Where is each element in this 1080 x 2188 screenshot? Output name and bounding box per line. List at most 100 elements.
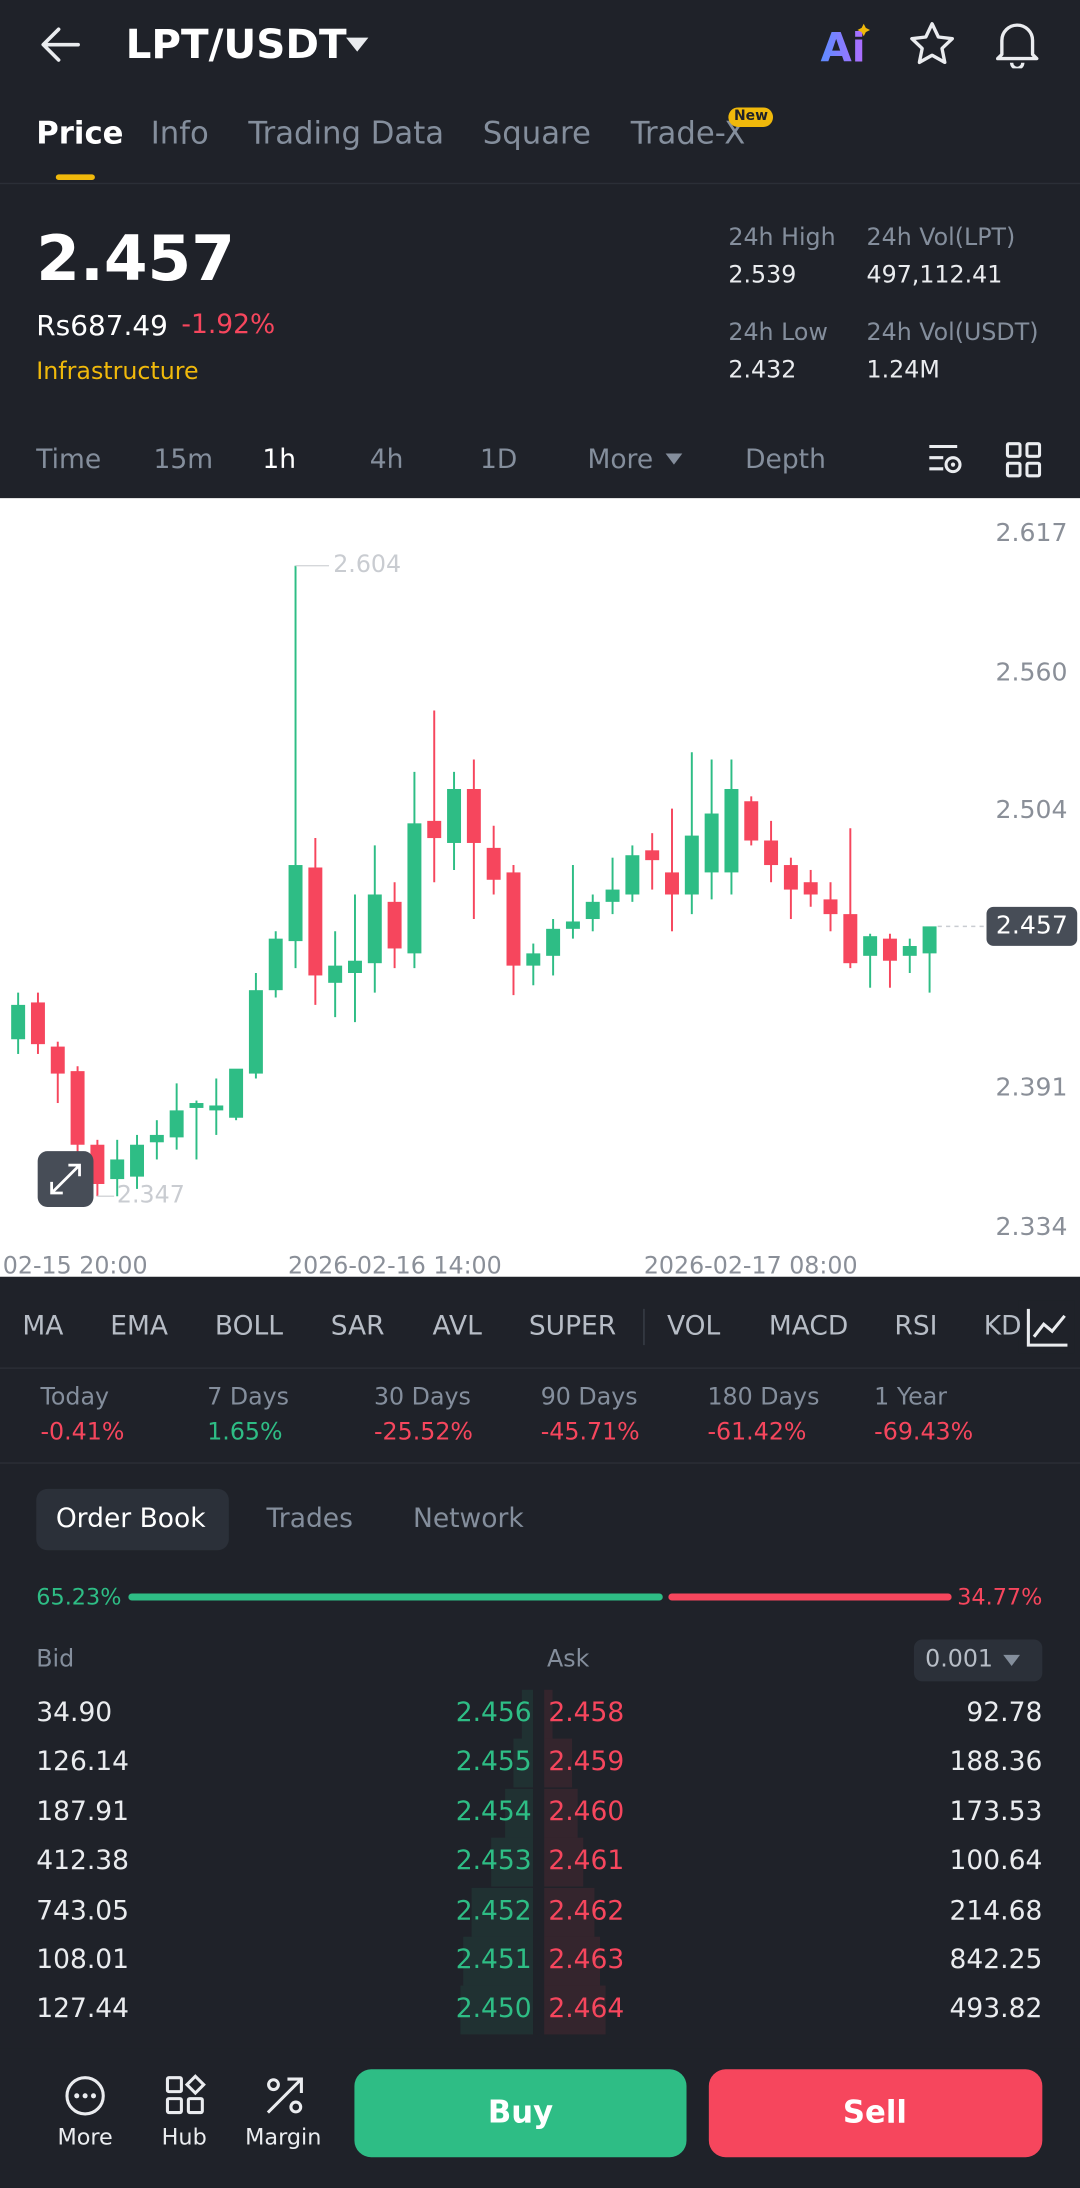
active-tab-pill <box>36 1488 229 1551</box>
candle-body <box>130 1144 145 1177</box>
interval[interactable]: More <box>587 444 654 476</box>
stat-value: 2.539 <box>728 261 797 290</box>
indicator[interactable]: SAR <box>330 1310 385 1342</box>
candle-body <box>863 936 878 956</box>
book-tab[interactable]: Order Book <box>55 1503 206 1535</box>
indicator-settings[interactable] <box>1018 1300 1075 1354</box>
precision-value[interactable]: 0.001 <box>925 1645 994 1674</box>
indicator[interactable]: BOLL <box>214 1310 284 1342</box>
period: 90 Days <box>540 1383 638 1412</box>
candle-body <box>744 801 759 841</box>
divider <box>0 1367 1080 1369</box>
period: 30 Days <box>373 1383 471 1412</box>
indicator[interactable]: RSI <box>894 1310 938 1342</box>
low-label: 2.347 <box>117 1181 185 1209</box>
interval[interactable]: 1D <box>480 444 518 476</box>
ai-icon[interactable]: Ai <box>818 20 874 67</box>
y-tick-label: 2.391 <box>996 1072 1068 1101</box>
candle-body <box>605 889 620 902</box>
bottom-label[interactable]: Margin <box>245 2123 322 2151</box>
fiat-price: Rs687.49 <box>36 308 168 342</box>
candle-body <box>387 901 402 949</box>
candle-body <box>704 813 719 873</box>
indicator[interactable]: MACD <box>768 1310 849 1342</box>
ask-qty: 173.53 <box>949 1796 1043 1827</box>
layout-toggle[interactable] <box>1005 441 1044 480</box>
candle-body <box>248 990 263 1074</box>
alert-button[interactable] <box>993 18 1040 69</box>
bid-price: 2.456 <box>455 1697 532 1729</box>
indicator[interactable]: SUPER <box>528 1310 617 1342</box>
tab[interactable]: Trade-X <box>630 117 746 153</box>
bottom-label[interactable]: Hub <box>161 2123 207 2151</box>
interval[interactable]: 4h <box>369 444 404 476</box>
more-dropdown[interactable] <box>664 452 684 466</box>
interval[interactable]: 1h <box>262 444 297 476</box>
ask-ratio: 34.77% <box>957 1583 1043 1611</box>
interval[interactable]: Depth <box>745 444 826 476</box>
pair-dropdown[interactable] <box>345 36 370 53</box>
ask-price: 2.461 <box>548 1845 625 1877</box>
stat-label: 24h Vol(USDT) <box>866 318 1039 347</box>
candle-body <box>843 914 858 964</box>
stat-value: 497,112.41 <box>866 261 1003 290</box>
more-icon[interactable] <box>63 2073 108 2118</box>
y-tick-label: 2.617 <box>996 518 1068 547</box>
tab[interactable]: Info <box>150 117 209 153</box>
indicator[interactable]: MA <box>22 1310 64 1342</box>
y-tick-label: 2.560 <box>996 658 1068 687</box>
candle-body <box>803 882 818 895</box>
candle-body <box>229 1068 244 1118</box>
book-tab[interactable]: Network <box>413 1503 524 1535</box>
candle-body <box>348 960 362 973</box>
precision-select[interactable] <box>913 1639 1043 1682</box>
x-tick-label: 02-15 20:00 <box>3 1251 148 1276</box>
sector-tag[interactable]: Infrastructure <box>36 357 199 386</box>
book-tab[interactable]: Trades <box>266 1503 353 1535</box>
candle-body <box>407 823 422 954</box>
buy-button[interactable] <box>354 2069 687 2158</box>
candle-body <box>288 865 303 942</box>
sell-label[interactable]: Sell <box>842 2095 907 2131</box>
interval[interactable]: Time <box>36 444 102 476</box>
ask-price: 2.464 <box>548 1993 625 2025</box>
last-price: 2.457 <box>36 221 235 296</box>
period: Today <box>40 1383 110 1412</box>
ask-qty: 842.25 <box>949 1944 1043 1976</box>
indicator[interactable]: EMA <box>110 1310 169 1342</box>
expand-button[interactable] <box>37 1151 94 1207</box>
x-tick-label: 2026-02-17 08:00 <box>644 1251 858 1276</box>
ask-depth <box>544 1689 553 1739</box>
bid-ratio: 65.23% <box>36 1583 122 1611</box>
divider <box>0 1462 1080 1464</box>
candle-body <box>625 855 640 895</box>
period-change: -0.41% <box>40 1418 125 1447</box>
favorite-button[interactable] <box>908 21 955 66</box>
indicator[interactable]: VOL <box>666 1310 721 1342</box>
last-price-tag <box>986 906 1078 946</box>
candle-body <box>328 965 343 983</box>
margin-icon[interactable] <box>262 2073 307 2118</box>
bid-qty: 126.14 <box>36 1746 130 1778</box>
chart-settings[interactable] <box>927 441 966 480</box>
interval[interactable]: 15m <box>153 444 214 476</box>
stat-label: 24h High <box>728 223 836 252</box>
precision-dropdown[interactable] <box>1002 1653 1022 1667</box>
tab[interactable]: Price <box>36 117 124 153</box>
bottom-label[interactable]: More <box>57 2123 113 2151</box>
indicator[interactable]: KD <box>983 1310 1022 1342</box>
indicator[interactable]: AVL <box>432 1310 482 1342</box>
tab[interactable]: Square <box>482 117 591 153</box>
pair-title[interactable]: LPT/USDT <box>125 20 347 68</box>
back-button[interactable] <box>39 25 84 64</box>
bid-depth <box>460 1986 534 2035</box>
candle-body <box>50 1046 65 1074</box>
period-change: -69.43% <box>874 1418 974 1447</box>
hub-icon[interactable] <box>163 2073 208 2118</box>
buy-label[interactable]: Buy <box>487 2095 554 2131</box>
tab[interactable]: Trading Data <box>248 117 445 153</box>
bid-price: 2.452 <box>455 1895 532 1926</box>
stat-label: 24h Vol(LPT) <box>866 223 1016 252</box>
candle-body <box>70 1071 85 1145</box>
sell-button[interactable] <box>708 2069 1043 2158</box>
